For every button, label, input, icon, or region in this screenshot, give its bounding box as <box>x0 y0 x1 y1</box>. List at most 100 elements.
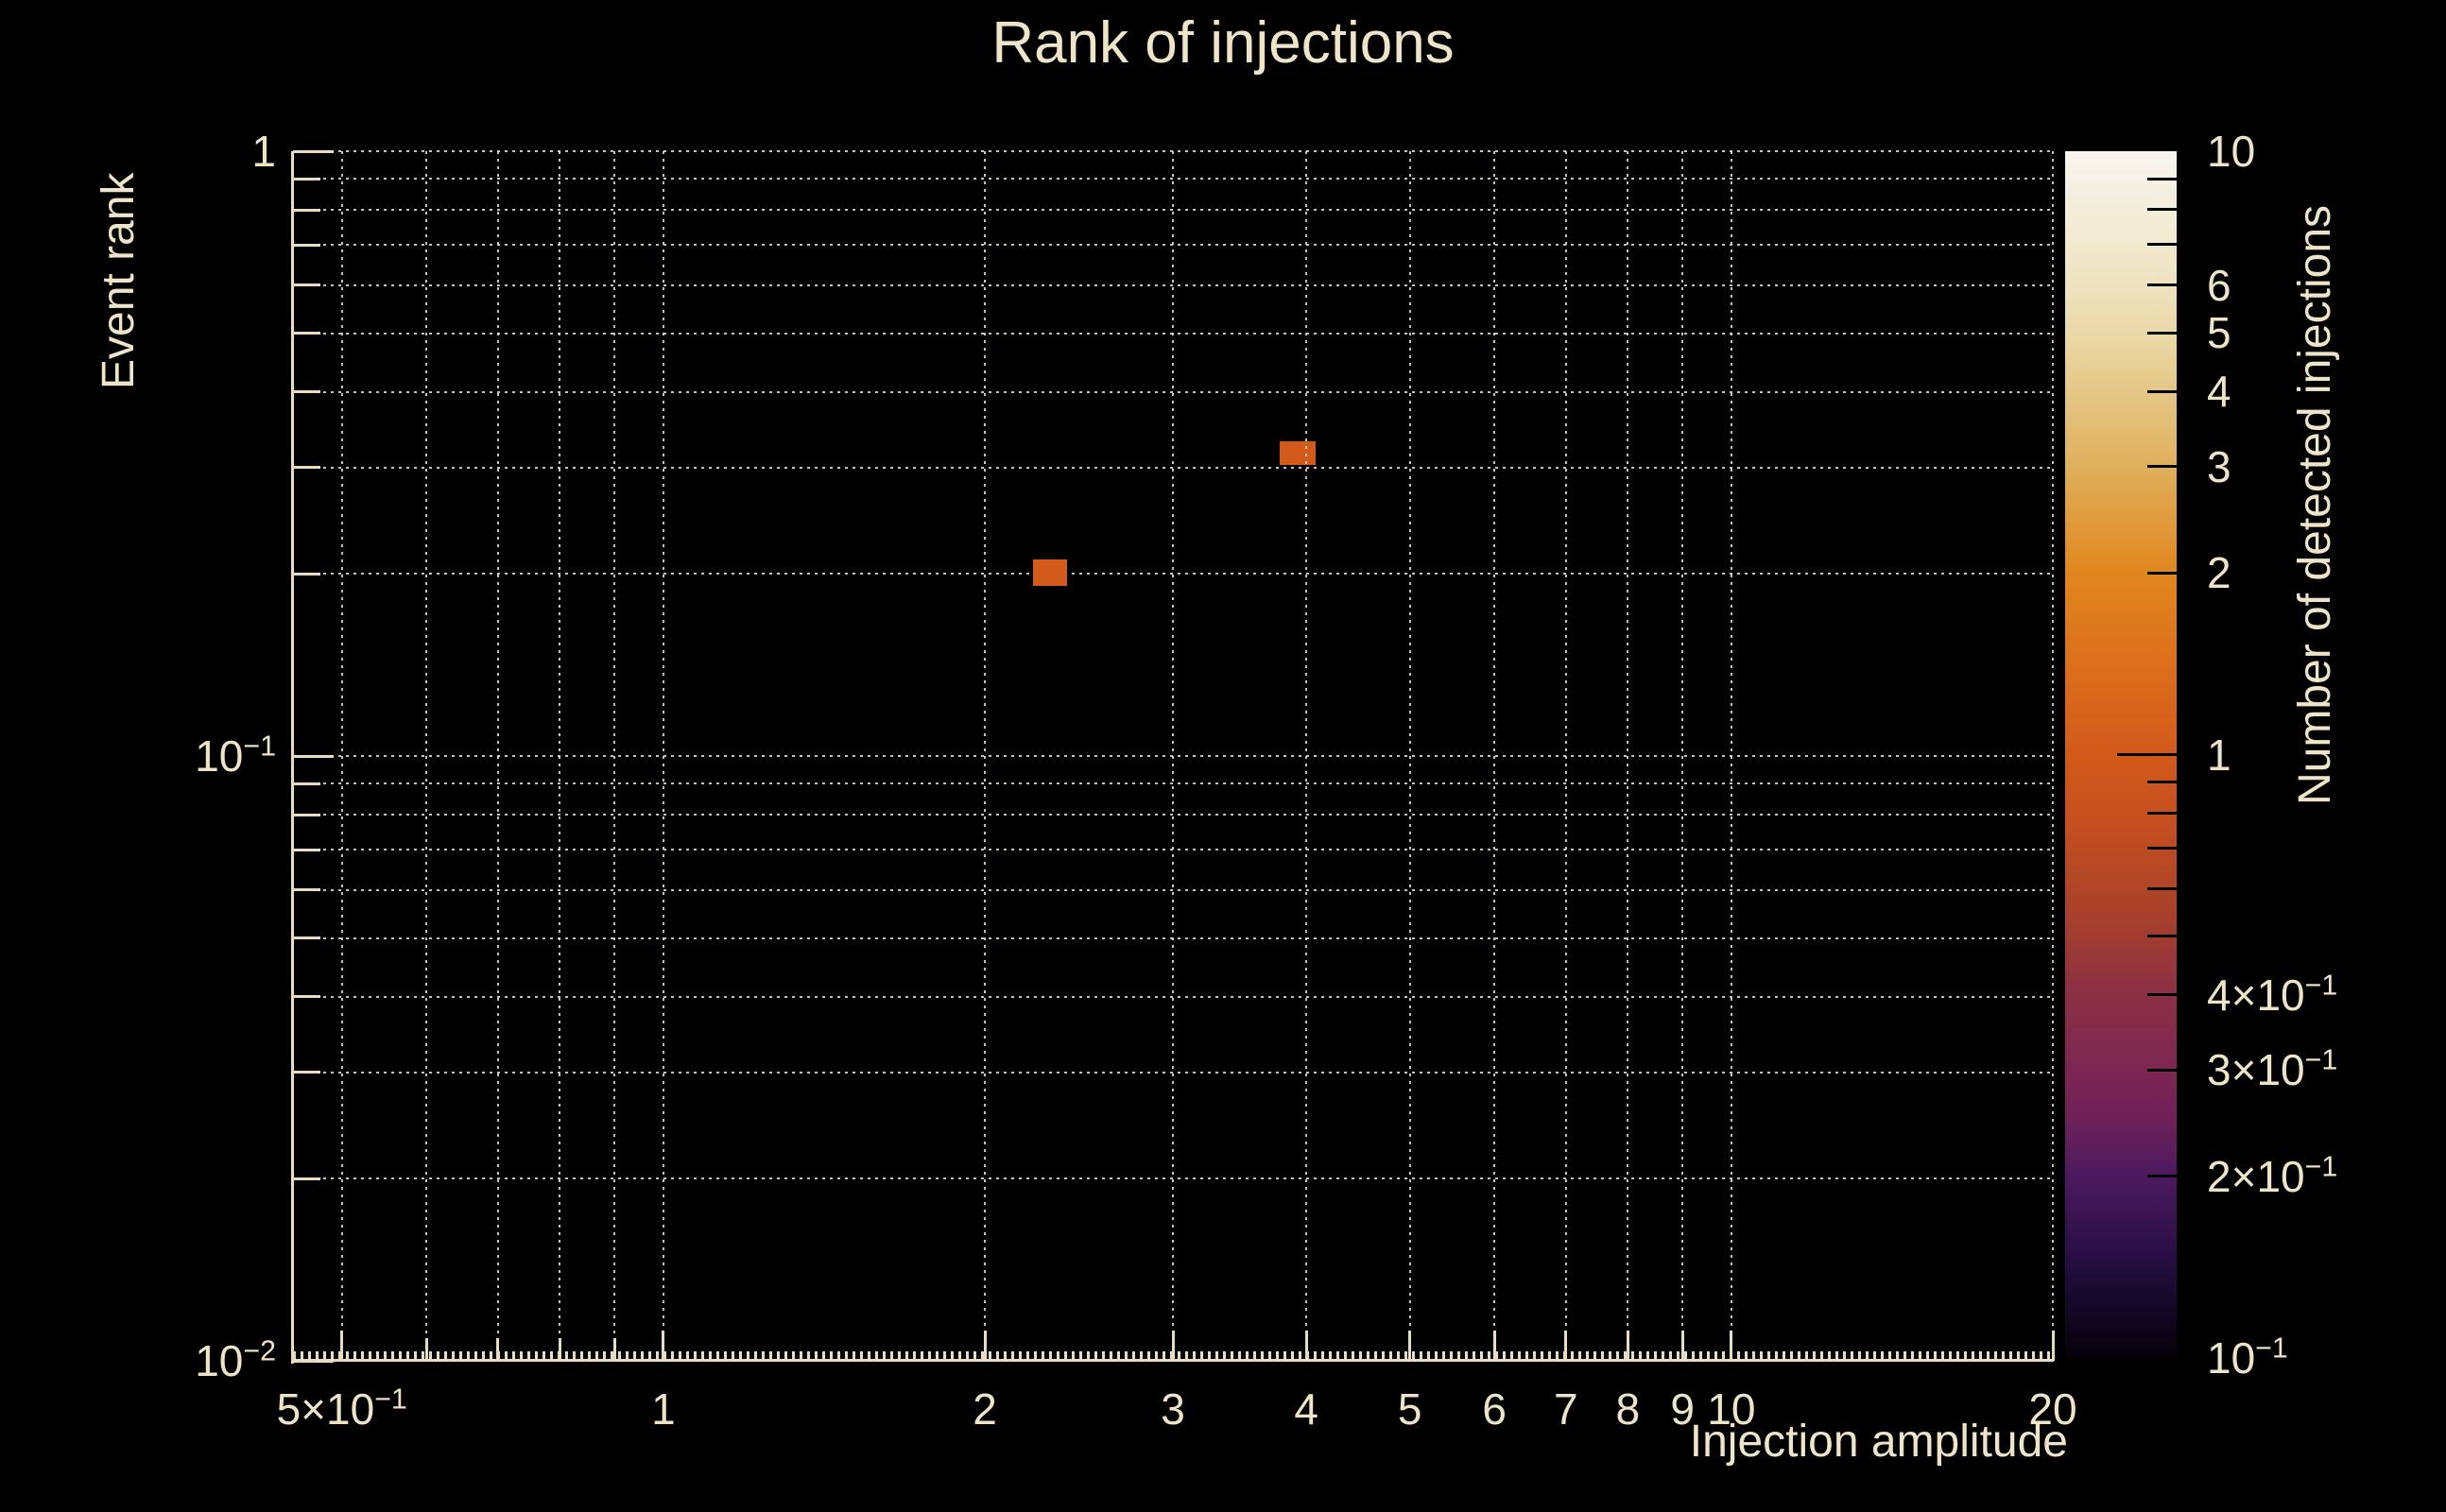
x-tick-label: 5×10−1 <box>276 1383 407 1434</box>
x-tick <box>496 1338 500 1361</box>
y-tick <box>294 149 334 153</box>
x-tick-label: 4 <box>1294 1384 1318 1434</box>
colorbar-tick <box>2117 753 2177 756</box>
x-tick <box>1304 1331 1308 1361</box>
x-gridline <box>1305 151 1308 1361</box>
x-gridline <box>1493 151 1496 1361</box>
x-gridline <box>1730 151 1732 1361</box>
colorbar-tick <box>2147 243 2177 247</box>
colorbar-tick-label: 3 <box>2207 441 2231 491</box>
histogram-bin <box>1280 441 1316 465</box>
y-tick <box>294 243 320 247</box>
y-tick <box>294 332 320 335</box>
y-axis-label: Event rank <box>94 172 144 389</box>
x-gridline <box>2052 151 2054 1361</box>
colorbar-tick <box>2147 1068 2177 1072</box>
y-tick <box>294 1177 320 1180</box>
y-tick <box>294 848 320 851</box>
colorbar-tick-label: 2×10−1 <box>2207 1151 2338 1201</box>
colorbar-tick <box>2147 935 2177 938</box>
x-tick-label: 5 <box>1397 1384 1422 1434</box>
x-tick <box>1492 1331 1496 1361</box>
y-tick <box>294 995 320 999</box>
x-tick-label: 20 <box>2028 1384 2077 1434</box>
colorbar-tick-label: 10 <box>2207 127 2256 176</box>
colorbar-tick-label: 2 <box>2207 548 2231 598</box>
chart-title: Rank of injections <box>991 10 1455 76</box>
colorbar-tick <box>2147 284 2177 287</box>
x-tick <box>1680 1331 1684 1361</box>
x-tick <box>558 1338 561 1361</box>
colorbar-label: Number of detected injections <box>2290 204 2340 805</box>
left-spine <box>291 151 294 1364</box>
y-tick <box>294 1071 320 1074</box>
x-tick-label: 7 <box>1554 1384 1578 1434</box>
colorbar-tick <box>2147 177 2177 180</box>
x-tick-label: 1 <box>651 1384 676 1434</box>
colorbar-tick <box>2147 331 2177 335</box>
y-tick-label: 1 <box>251 127 276 176</box>
y-tick <box>294 208 320 212</box>
x-tick <box>1408 1331 1412 1361</box>
x-gridline <box>340 151 343 1361</box>
x-axis-label: Injection amplitude <box>1689 1417 2068 1467</box>
x-gridline <box>1408 151 1411 1361</box>
colorbar-tick <box>2147 1175 2177 1178</box>
x-gridline <box>496 151 499 1361</box>
y-tick <box>294 782 320 785</box>
y-tick <box>294 390 320 394</box>
x-tick <box>1564 1331 1568 1361</box>
x-gridline <box>559 151 561 1361</box>
colorbar-tick-label: 10−1 <box>2207 1332 2288 1383</box>
x-tick <box>1171 1331 1175 1361</box>
x-tick <box>2051 1331 2055 1361</box>
colorbar-tick-label: 4×10−1 <box>2207 970 2338 1020</box>
y-tick-label: 10−2 <box>195 1335 276 1385</box>
y-tick <box>294 572 320 576</box>
x-tick-label: 6 <box>1482 1384 1507 1434</box>
colorbar-tick <box>2147 886 2177 890</box>
x-tick-label: 2 <box>973 1384 997 1434</box>
y-tick <box>294 466 320 470</box>
x-gridline <box>1627 151 1629 1361</box>
x-tick <box>424 1338 428 1361</box>
colorbar-tick-label: 1 <box>2207 730 2231 780</box>
y-tick-label: 10−1 <box>195 730 276 781</box>
x-tick <box>612 1338 616 1361</box>
x-tick-label: 9 <box>1670 1384 1695 1434</box>
x-tick-label: 10 <box>1707 1384 1756 1434</box>
x-tick <box>1626 1331 1629 1361</box>
colorbar-tick <box>2147 781 2177 784</box>
x-tick-label: 3 <box>1161 1384 1185 1434</box>
x-tick <box>983 1331 987 1361</box>
x-gridline <box>613 151 616 1361</box>
colorbar-tick <box>2147 993 2177 997</box>
x-gridline <box>1564 151 1567 1361</box>
colorbar-tick-label: 4 <box>2207 367 2231 417</box>
x-gridline <box>662 151 664 1361</box>
x-tick <box>340 1331 344 1361</box>
colorbar-tick <box>2147 465 2177 469</box>
x-gridline <box>984 151 987 1361</box>
y-tick <box>294 177 320 180</box>
x-tick <box>662 1331 665 1361</box>
y-tick <box>294 813 320 816</box>
colorbar-tick-label: 3×10−1 <box>2207 1045 2338 1095</box>
y-tick <box>294 284 320 287</box>
x-gridline <box>1681 151 1684 1361</box>
colorbar-tick <box>2147 571 2177 575</box>
x-tick-label: 8 <box>1615 1384 1641 1434</box>
y-tick <box>294 754 334 758</box>
colorbar-tick <box>2147 208 2177 212</box>
colorbar-tick <box>2147 811 2177 815</box>
y-tick <box>294 1359 334 1363</box>
x-gridline <box>425 151 428 1361</box>
colorbar-tick-label: 5 <box>2207 308 2231 358</box>
x-tick <box>1730 1331 1733 1361</box>
y-tick <box>294 936 320 940</box>
y-tick <box>294 888 320 892</box>
x-gridline <box>1172 151 1174 1361</box>
colorbar-tick <box>2147 389 2177 393</box>
histogram-bin <box>1033 559 1068 587</box>
